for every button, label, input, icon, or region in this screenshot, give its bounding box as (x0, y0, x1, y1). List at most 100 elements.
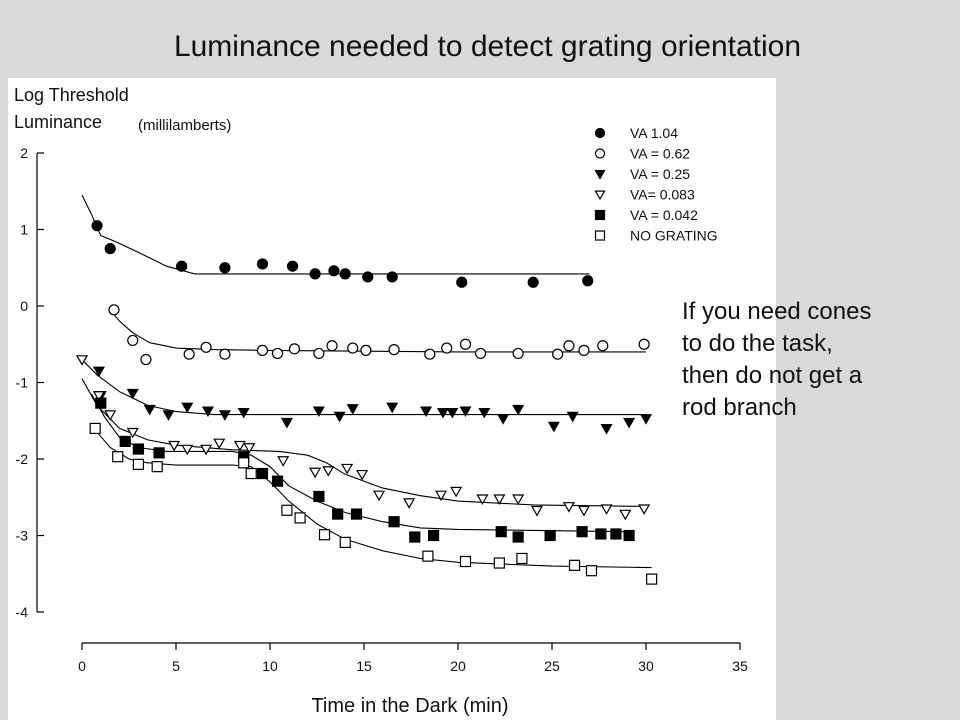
data-point-va-0-62 (388, 344, 400, 356)
data-point-no-grating (585, 565, 598, 577)
x-tick-label: 30 (638, 658, 654, 674)
data-point-va-0-25 (312, 406, 325, 418)
fit-curve-va-0-083 (81, 378, 647, 507)
data-point-va-0-083 (309, 467, 322, 479)
data-point-va-0-083 (322, 466, 335, 477)
data-point-va-0-62 (360, 344, 372, 356)
y-tick-label: 2 (20, 145, 28, 161)
data-point-va-0-083 (435, 490, 448, 502)
legend-label: VA 1.04 (630, 125, 678, 141)
data-point-va-0-62 (347, 342, 359, 354)
y-tick-label: -1 (16, 375, 29, 391)
data-point-va-0-25 (639, 414, 653, 425)
data-point-va-0-62 (552, 348, 564, 360)
note-line-1: If you need cones (682, 298, 872, 325)
slide-title: Luminance needed to detect grating orien… (173, 30, 802, 63)
data-point-va-1-04 (219, 262, 231, 274)
data-point-no-grating (151, 461, 163, 473)
data-point-no-grating (132, 458, 144, 470)
data-point-va-0-25 (201, 406, 214, 418)
data-point-va-0-083 (92, 391, 105, 402)
y-tick-label: 0 (20, 298, 28, 314)
data-point-va-0-62 (219, 348, 231, 360)
data-point-va-0-083 (476, 494, 489, 505)
data-point-va-1-04 (456, 276, 468, 288)
data-point-va-0-042 (576, 526, 588, 538)
data-point-va-0-083 (373, 490, 386, 502)
data-point-va-0-62 (638, 338, 650, 350)
data-point-va-0-083 (638, 504, 651, 515)
data-point-va-1-04 (286, 260, 299, 272)
data-point-va-0-62 (563, 340, 575, 352)
data-point-va-0-62 (597, 340, 609, 352)
data-point-va-0-042 (610, 528, 622, 540)
data-point-no-grating (493, 557, 505, 569)
data-point-no-grating (294, 512, 306, 524)
y-tick-label: -2 (16, 451, 29, 467)
data-point-va-1-04 (104, 243, 116, 255)
data-point-va-0-042 (153, 447, 165, 459)
data-point-va-0-083 (493, 494, 506, 505)
data-point-va-0-083 (341, 463, 354, 475)
data-point-no-grating (245, 467, 257, 480)
x-tick-label: 10 (262, 658, 278, 674)
x-tick-label: 25 (544, 658, 560, 674)
data-point-no-grating (646, 573, 658, 585)
data-point-va-0-25 (436, 407, 449, 419)
data-point-va-0-042 (595, 528, 607, 540)
plot-panel (8, 78, 776, 720)
fit-curve-va-1-04 (81, 194, 590, 275)
data-point-va-0-62 (108, 304, 120, 316)
data-point-va-0-25 (280, 417, 293, 429)
fit-curve-va-0-25 (81, 359, 646, 416)
data-point-no-grating (238, 457, 250, 469)
data-point-va-0-083 (562, 502, 575, 513)
data-point-va-0-62 (200, 341, 212, 353)
data-point-va-1-04 (362, 271, 374, 283)
data-point-va-0-083 (450, 486, 463, 498)
x-tick-label: 35 (732, 658, 748, 674)
data-point-va-0-25 (143, 404, 156, 416)
data-point-va-0-62 (256, 344, 269, 356)
data-point-va-0-62 (271, 347, 284, 360)
legend-label: VA = 0.62 (630, 146, 690, 162)
data-point-no-grating (318, 529, 331, 541)
data-point-va-0-083 (243, 443, 256, 454)
data-point-va-0-62 (288, 343, 301, 355)
data-point-va-0-042 (544, 529, 556, 542)
data-point-no-grating (459, 555, 472, 568)
data-point-va-1-04 (91, 220, 103, 232)
data-point-va-1-04 (527, 276, 539, 288)
data-point-va-0-083 (126, 427, 139, 439)
data-point-va-0-25 (566, 411, 579, 423)
legend-label: VA= 0.083 (630, 187, 695, 203)
data-point-va-1-04 (309, 268, 321, 280)
x-tick-label: 20 (450, 658, 466, 674)
fit-curve-no-grating (96, 431, 652, 569)
y-axis-unit: (millilamberts) (138, 117, 231, 134)
data-point-va-0-25 (237, 407, 250, 419)
data-point-va-0-042 (132, 443, 144, 455)
data-point-va-0-25 (346, 404, 359, 415)
data-point-va-0-083 (75, 355, 89, 366)
data-point-va-0-042 (512, 531, 524, 543)
data-point-va-0-62 (140, 353, 152, 366)
data-point-va-0-083 (577, 505, 590, 517)
data-point-va-0-083 (403, 498, 416, 509)
x-axis-label: Time in the Dark (min) (311, 695, 508, 717)
legend-marker-va-0-042 (594, 209, 606, 221)
data-point-va-0-042 (623, 529, 635, 542)
data-point-va-0-042 (409, 531, 421, 543)
x-tick-label: 15 (356, 658, 372, 674)
data-point-va-0-083 (233, 440, 246, 452)
legend-marker-va-0-083 (594, 190, 606, 201)
data-point-va-0-25 (600, 424, 613, 435)
data-point-no-grating (89, 422, 101, 434)
data-point-va-0-25 (420, 406, 433, 418)
data-point-va-0-042 (313, 490, 325, 503)
data-point-va-1-04 (582, 275, 594, 287)
y-tick-label: -3 (16, 528, 29, 544)
data-point-va-0-62 (313, 347, 325, 360)
data-point-va-0-62 (474, 347, 487, 360)
data-point-va-0-042 (495, 526, 507, 538)
